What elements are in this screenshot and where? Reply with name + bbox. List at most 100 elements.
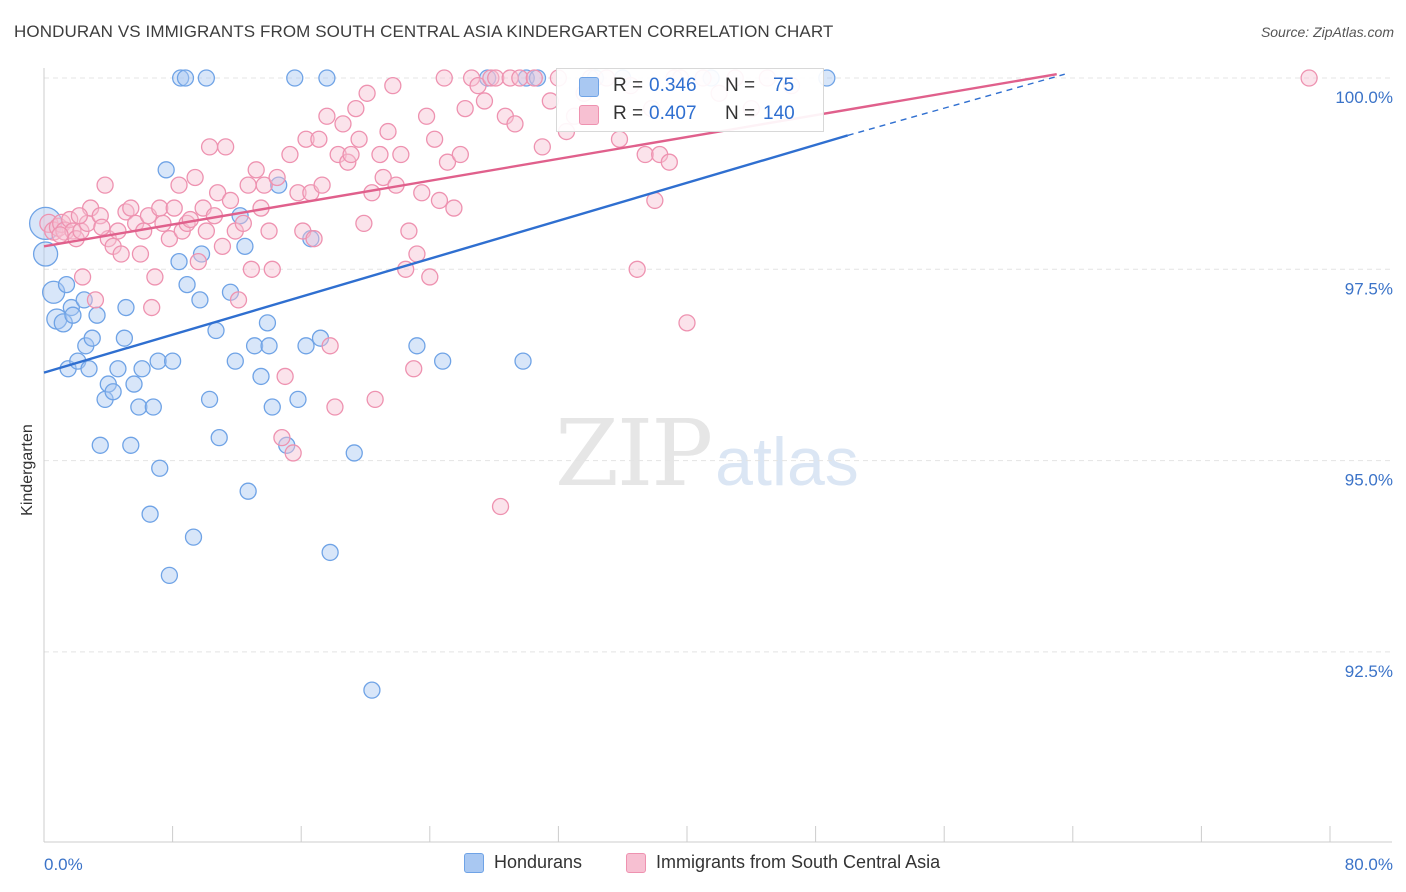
immigrant-point	[469, 77, 487, 95]
immigrant-point	[289, 184, 307, 202]
immigrant-point	[366, 390, 384, 409]
y-tick-label: 92.5%	[1345, 662, 1393, 681]
immigrant-point	[200, 138, 219, 156]
immigrant-point	[313, 176, 331, 194]
honduran-point	[207, 321, 225, 340]
axes	[43, 68, 1392, 843]
immigrant-point	[371, 145, 389, 164]
honduran-point	[117, 298, 135, 317]
immigrant-point	[501, 69, 519, 87]
immigrant-point	[112, 245, 130, 263]
honduran-point	[122, 436, 140, 454]
immigrant-point	[363, 184, 381, 202]
immigrant-point	[268, 168, 286, 187]
honduran-point	[260, 337, 278, 355]
immigrant-point	[438, 153, 457, 171]
legend-item-immigrants: Immigrants from South Central Asia	[626, 852, 940, 873]
honduran-point	[157, 161, 175, 179]
r-label: R =	[613, 75, 644, 96]
r-value: 0.407	[649, 103, 697, 124]
honduran-point	[88, 306, 106, 324]
immigrant-point	[263, 260, 281, 278]
honduran-point	[226, 352, 244, 370]
trend-lines	[43, 72, 1065, 374]
immigrant-point	[379, 122, 397, 141]
honduran-point	[514, 352, 532, 370]
honduran-point	[171, 69, 190, 87]
stats-legend: R = 0.346 N = 75 R = 0.407 N = 140	[556, 68, 824, 132]
immigrant-point	[109, 222, 127, 240]
immigrant-point	[93, 218, 111, 236]
honduran-point	[184, 528, 203, 546]
honduran-point	[289, 390, 307, 409]
immigrant-point	[342, 145, 360, 164]
immigrant-point	[234, 214, 252, 233]
immigrant-point	[430, 191, 449, 210]
x-tick-label-min: 0.0%	[44, 855, 83, 874]
immigrant-point	[221, 191, 240, 210]
honduran-trend-line	[43, 134, 849, 374]
immigrant-point	[197, 222, 216, 240]
tick-labels: 92.5% 95.0% 97.5% 100.0% 0.0% 80.0%	[44, 88, 1393, 874]
immigrant-point	[487, 69, 505, 87]
immigrant-point	[143, 298, 161, 317]
r-value: 0.346	[649, 75, 697, 96]
honduran-point	[141, 505, 159, 523]
r-label: R =	[613, 103, 644, 124]
honduran-point	[160, 566, 179, 585]
n-label: N =	[725, 103, 756, 124]
immigrant-point	[384, 77, 402, 95]
immigrant-point	[310, 130, 328, 148]
immigrant-point	[86, 291, 105, 309]
immigrant-point	[247, 161, 265, 179]
immigrant-point	[260, 222, 278, 240]
gridlines	[44, 77, 1392, 653]
honduran-point	[297, 337, 315, 355]
immigrant-point	[1300, 69, 1318, 87]
honduran-point	[149, 352, 167, 370]
immigrant-point	[525, 69, 543, 87]
immigrant-point	[276, 367, 294, 386]
immigrant-point	[273, 428, 291, 447]
immigrant-point	[610, 130, 629, 148]
immigrant-point	[70, 207, 89, 225]
immigrant-point	[131, 245, 150, 263]
immigrant-point	[425, 130, 444, 148]
honduran-point	[210, 428, 228, 447]
immigrant-point	[334, 115, 352, 133]
immigrants-legend-swatch	[626, 852, 646, 873]
hondurans-legend-swatch	[464, 852, 484, 873]
hondurans-swatch	[579, 77, 599, 97]
x-tick-label-max: 80.0%	[1345, 855, 1393, 874]
honduran-point	[170, 252, 188, 271]
honduran-point	[318, 69, 336, 87]
immigrant-point	[408, 245, 426, 263]
immigrant-point	[326, 398, 344, 416]
n-value: 140	[763, 103, 795, 124]
immigrant-point	[151, 199, 169, 217]
honduran-point	[252, 367, 270, 386]
immigrant-point	[165, 199, 183, 217]
immigrant-point	[347, 99, 365, 118]
n-value: 75	[773, 75, 795, 96]
honduran-point	[258, 314, 277, 332]
immigrant-point	[350, 130, 368, 148]
stats-row-immigrants: R = 0.407 N = 140	[557, 101, 823, 129]
honduran-point	[115, 329, 134, 347]
immigrant-point	[482, 69, 500, 87]
honduran-point	[64, 306, 82, 324]
honduran-point	[104, 383, 122, 401]
immigrant-point	[511, 69, 529, 87]
immigrant-point	[506, 115, 524, 133]
legend-item-hondurans: Hondurans	[464, 852, 582, 873]
immigrant-point	[281, 145, 299, 164]
immigrant-point	[305, 230, 323, 248]
immigrant-point	[417, 107, 436, 125]
honduran-point	[434, 352, 452, 370]
immigrant-point	[297, 130, 315, 148]
immigrant-point	[451, 145, 469, 164]
y-tick-label: 97.5%	[1345, 279, 1393, 298]
immigrant-point	[374, 168, 392, 187]
immigrant-point	[213, 237, 232, 255]
